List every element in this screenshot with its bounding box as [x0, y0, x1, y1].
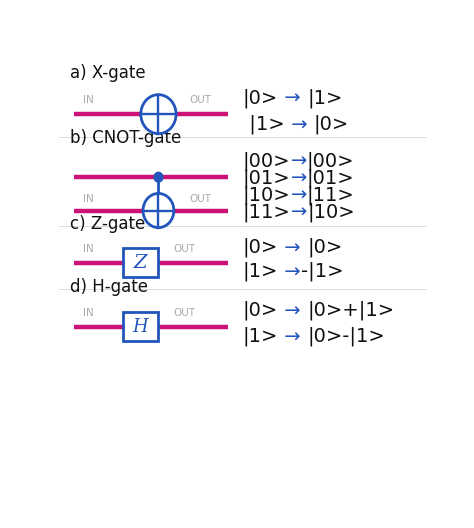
Text: |1>: |1>	[243, 115, 284, 134]
Text: |1>: |1>	[307, 88, 342, 108]
Text: H: H	[132, 318, 148, 336]
Text: |00>: |00>	[243, 151, 291, 171]
Text: IN: IN	[83, 194, 94, 204]
Text: b) CNOT-gate: b) CNOT-gate	[70, 129, 182, 147]
Text: |0>: |0>	[243, 88, 278, 108]
Text: |1>: |1>	[243, 327, 278, 346]
Text: →: →	[278, 327, 307, 346]
Text: Z: Z	[133, 253, 147, 271]
FancyBboxPatch shape	[123, 248, 157, 277]
Text: |0>: |0>	[307, 238, 342, 257]
Text: |1>: |1>	[243, 262, 278, 281]
Circle shape	[143, 193, 174, 228]
Text: IN: IN	[83, 308, 94, 318]
Text: →: →	[278, 238, 307, 257]
Text: →: →	[291, 152, 307, 171]
Text: |00>: |00>	[307, 151, 354, 171]
Text: OUT: OUT	[190, 194, 212, 204]
Text: →: →	[284, 115, 313, 134]
Circle shape	[141, 95, 176, 134]
Text: |10>: |10>	[307, 202, 355, 222]
Text: →: →	[278, 301, 307, 320]
Text: |0>: |0>	[243, 238, 278, 257]
Text: OUT: OUT	[173, 243, 195, 253]
Text: |01>: |01>	[243, 168, 291, 188]
Text: →: →	[291, 203, 307, 222]
Text: |11>: |11>	[307, 185, 355, 205]
Text: |0>: |0>	[313, 115, 349, 134]
Text: c) Z-gate: c) Z-gate	[70, 215, 146, 233]
Text: |0>+|1>: |0>+|1>	[307, 301, 394, 320]
Text: |10>: |10>	[243, 185, 291, 205]
Text: OUT: OUT	[190, 95, 212, 105]
Text: OUT: OUT	[173, 308, 195, 318]
Text: →: →	[291, 168, 307, 187]
Text: IN: IN	[83, 95, 94, 105]
Circle shape	[154, 172, 163, 182]
Text: →: →	[291, 185, 307, 204]
Text: a) X-gate: a) X-gate	[70, 64, 146, 82]
Text: -|1>: -|1>	[301, 262, 344, 281]
Text: IN: IN	[83, 243, 94, 253]
Text: |0>-|1>: |0>-|1>	[307, 327, 385, 346]
Text: |0>: |0>	[243, 301, 278, 320]
Text: →: →	[278, 88, 307, 107]
Text: |01>: |01>	[307, 168, 355, 188]
FancyBboxPatch shape	[123, 312, 157, 342]
Text: d) H-gate: d) H-gate	[70, 278, 148, 296]
Text: →: →	[278, 262, 301, 281]
Text: |11>: |11>	[243, 202, 291, 222]
